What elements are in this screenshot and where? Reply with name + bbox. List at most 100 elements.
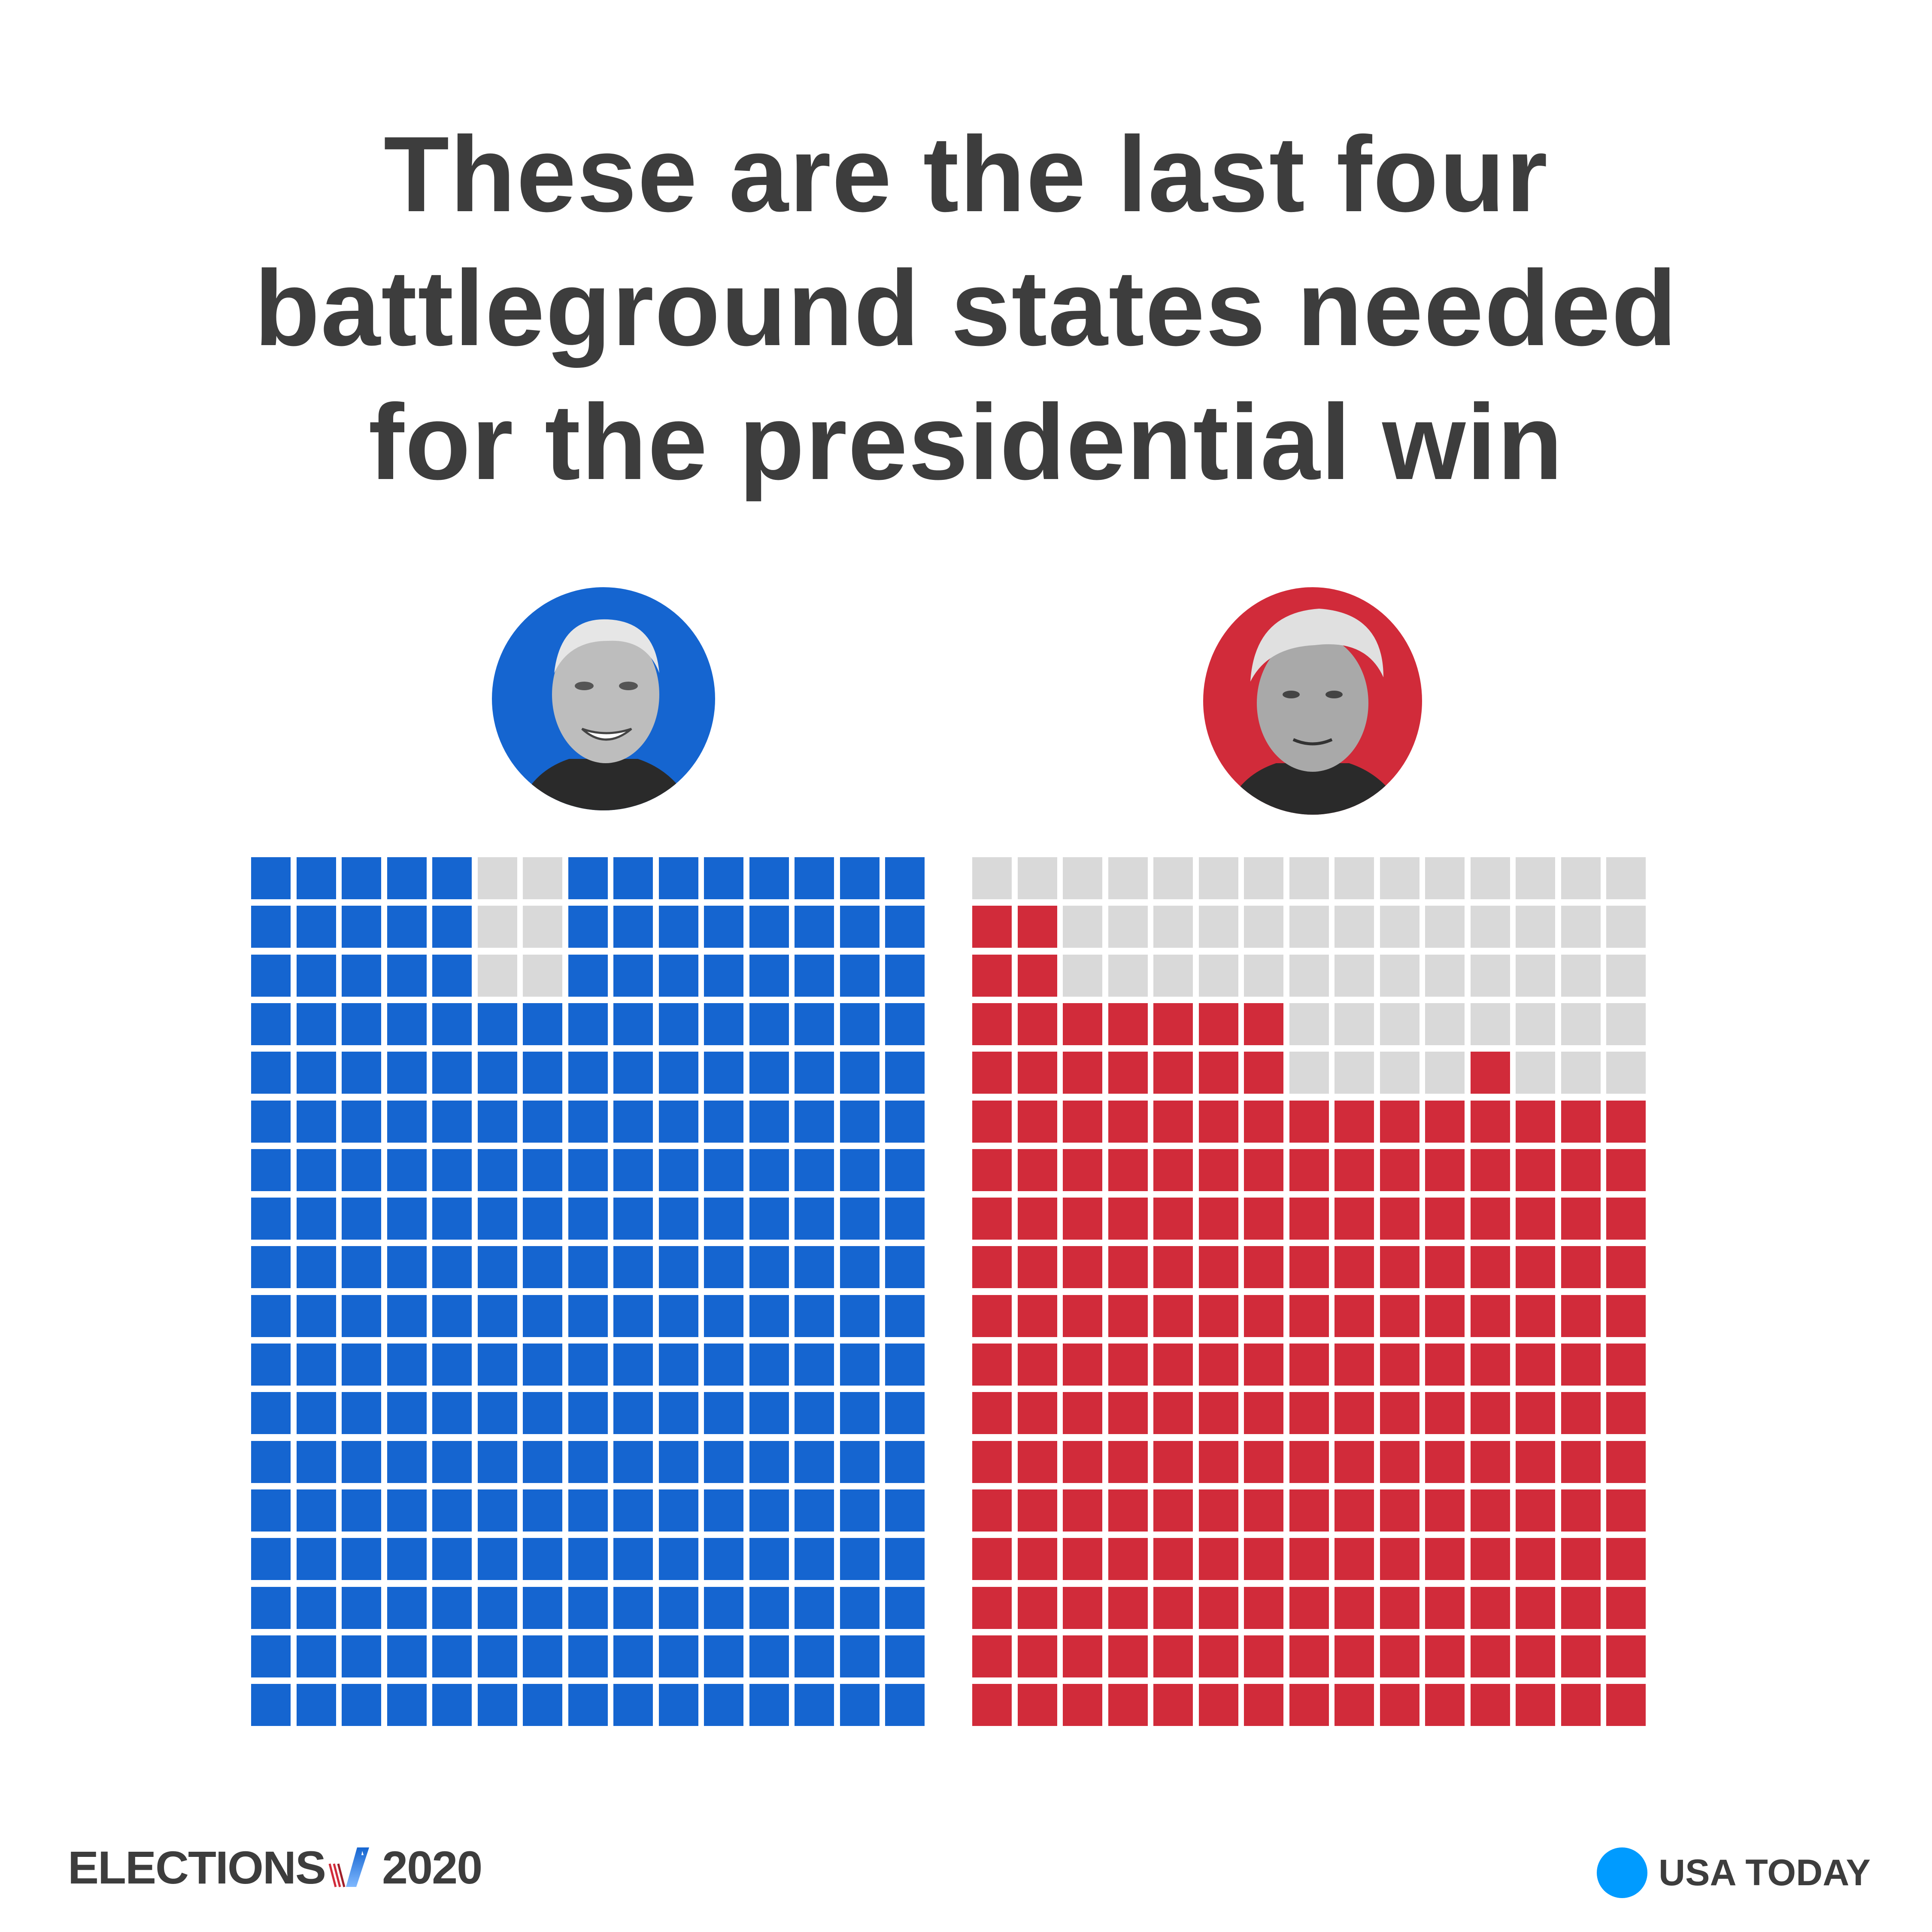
trump-electoral-vote-cell [1198,1052,1238,1094]
trump-electoral-vote-cell [1425,1149,1465,1191]
trump-electoral-vote-cell [1063,1635,1102,1677]
biden-electoral-vote-cell [342,1344,381,1386]
trump-electoral-vote-cell [1153,1635,1193,1677]
biden-electoral-vote-cell [342,1295,381,1337]
biden-electoral-vote-cell [568,857,608,899]
biden-electoral-vote-cell [568,954,608,997]
trump-electoral-vote-cell [1380,1246,1419,1289]
biden-electoral-vote-cell [704,1538,743,1580]
trump-electoral-vote-cell [1108,1295,1148,1337]
biden-electoral-vote-cell [568,1052,608,1094]
biden-electoral-vote-cell [658,1441,698,1483]
biden-electoral-vote-cell [840,1295,880,1337]
trump-empty-cell [1153,857,1193,899]
trump-electoral-vote-cell [1561,1100,1601,1143]
biden-electoral-vote-cell [840,1246,880,1289]
biden-electoral-vote-cell [613,1052,653,1094]
trump-electoral-vote-cell [1063,1586,1102,1629]
trump-electoral-vote-cell [1198,1441,1238,1483]
trump-electoral-vote-cell [1244,1441,1283,1483]
trump-electoral-vote-cell [1470,1635,1510,1677]
biden-electoral-vote-cell [885,1441,925,1483]
trump-electoral-vote-cell [1561,1635,1601,1677]
biden-electoral-vote-cell [251,1052,291,1094]
trump-electoral-vote-cell [1198,1344,1238,1386]
biden-electoral-vote-cell [432,1392,472,1435]
trump-electoral-vote-cell [1153,1538,1193,1580]
trump-electoral-vote-cell [1063,1441,1102,1483]
biden-electoral-vote-cell [477,1052,517,1094]
trump-empty-cell [1516,954,1555,997]
biden-electoral-vote-cell [296,1684,336,1726]
trump-electoral-vote-cell [1516,1149,1555,1191]
biden-electoral-vote-cell [251,1100,291,1143]
biden-electoral-vote-cell [704,1586,743,1629]
biden-electoral-vote-cell [342,1149,381,1191]
biden-electoral-vote-cell [342,1538,381,1580]
trump-empty-cell [1561,1052,1601,1094]
biden-electoral-vote-cell [613,1003,653,1045]
trump-electoral-vote-cell [1153,1441,1193,1483]
biden-electoral-vote-cell [613,954,653,997]
trump-electoral-vote-cell [1335,1684,1374,1726]
biden-electoral-vote-cell [568,1538,608,1580]
biden-electoral-vote-cell [251,1392,291,1435]
biden-electoral-vote-cell [251,1538,291,1580]
biden-electoral-vote-cell [296,1003,336,1045]
biden-electoral-vote-cell [568,906,608,948]
trump-electoral-vote-cell [1017,1198,1057,1240]
biden-electoral-vote-cell [795,857,834,899]
biden-electoral-vote-cell [432,1149,472,1191]
trump-electoral-vote-cell [1153,1344,1193,1386]
trump-empty-cell [1063,954,1102,997]
biden-electoral-vote-cell [251,1295,291,1337]
trump-electoral-vote-cell [1425,1586,1465,1629]
biden-electoral-vote-cell [477,1392,517,1435]
biden-electoral-vote-cell [704,1635,743,1677]
biden-electoral-vote-cell [477,1295,517,1337]
trump-empty-cell [1561,1003,1601,1045]
trump-electoral-vote-cell [1606,1344,1646,1386]
biden-electoral-vote-cell [749,1003,789,1045]
trump-electoral-vote-cell [1198,1635,1238,1677]
headline-line-3: for the presidential win [368,382,1564,502]
trump-electoral-vote-cell [1289,1246,1329,1289]
biden-electoral-vote-cell [296,1392,336,1435]
biden-electoral-vote-cell [432,1100,472,1143]
trump-electoral-vote-cell [972,1052,1012,1094]
biden-electoral-vote-cell [296,906,336,948]
biden-empty-cell [523,906,562,948]
trump-electoral-vote-cell [1153,1295,1193,1337]
biden-electoral-vote-cell [749,1586,789,1629]
trump-electoral-vote-cell [1516,1198,1555,1240]
trump-empty-cell [1108,954,1148,997]
biden-electoral-vote-cell [387,1441,427,1483]
elections-2020-logo: ELECTIONS 2020 [68,1841,482,1893]
trump-electoral-vote-cell [1516,1441,1555,1483]
biden-electoral-vote-cell [568,1198,608,1240]
biden-electoral-vote-cell [658,1684,698,1726]
trump-electoral-vote-cell [1153,1052,1193,1094]
elections-word: ELECTIONS [68,1841,326,1893]
trump-electoral-vote-cell [1470,1246,1510,1289]
biden-electoral-vote-cell [749,1392,789,1435]
trump-electoral-vote-cell [1470,1684,1510,1726]
biden-electoral-vote-cell [523,1295,562,1337]
biden-electoral-vote-cell [658,1538,698,1580]
biden-electoral-vote-cell [749,1295,789,1337]
trump-empty-cell [1606,857,1646,899]
trump-electoral-vote-cell [1380,1149,1419,1191]
biden-electoral-vote-cell [885,857,925,899]
trump-empty-cell [1380,1003,1419,1045]
trump-electoral-vote-cell [1017,1684,1057,1726]
biden-electoral-vote-cell [840,1441,880,1483]
trump-empty-cell [1606,954,1646,997]
trump-electoral-vote-cell [1470,1198,1510,1240]
biden-face-image [518,619,694,810]
biden-electoral-vote-cell [387,1684,427,1726]
trump-electoral-vote-cell [1063,1003,1102,1045]
biden-electoral-vote-cell [296,954,336,997]
biden-electoral-vote-cell [749,1149,789,1191]
biden-electoral-vote-cell [432,1538,472,1580]
biden-electoral-vote-cell [840,1149,880,1191]
